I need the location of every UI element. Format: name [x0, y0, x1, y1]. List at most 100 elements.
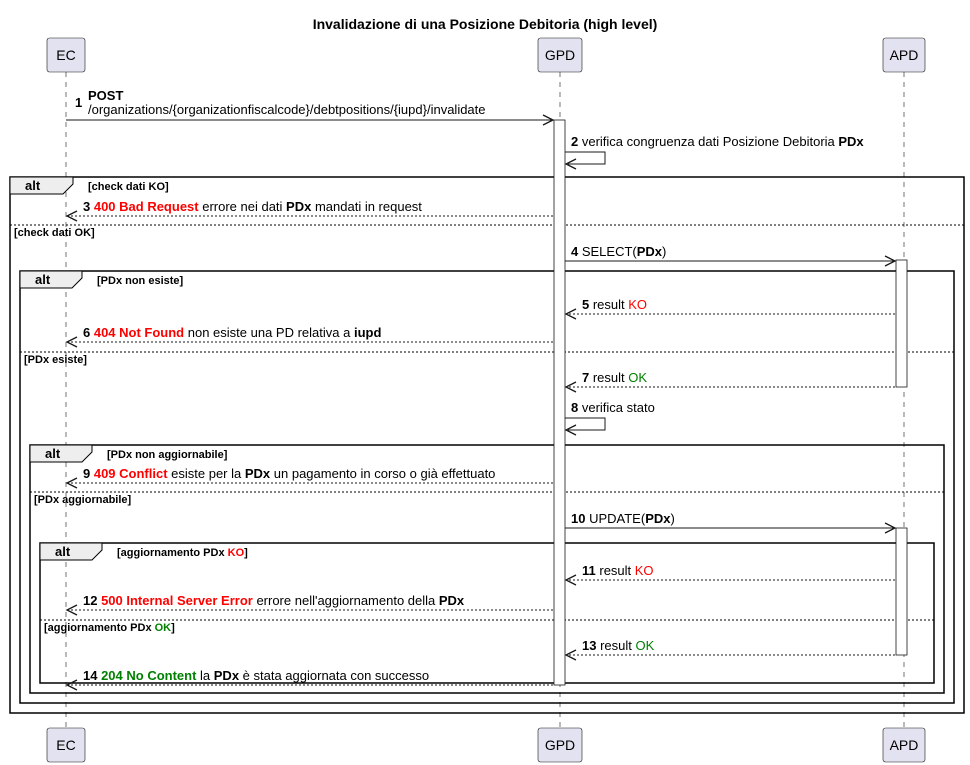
message-label-part: )	[670, 511, 674, 526]
message-label: 3 400 Bad Request errore nei dati PDx ma…	[83, 199, 422, 214]
arrowhead	[564, 308, 577, 320]
frame-condition-part: ]	[171, 622, 175, 634]
message-label-part: 2	[571, 134, 582, 149]
participant-gpd-top[interactable]: GPD	[537, 37, 583, 73]
arrowhead	[564, 381, 577, 393]
message-label: 8 verifica stato	[571, 400, 655, 415]
message-label-part: un pagamento in corso o già effettuato	[270, 466, 495, 481]
frame-kind-label: alt	[45, 446, 61, 461]
frame-condition-part: [check dati OK]	[14, 227, 95, 239]
message-label-part: PDx	[245, 466, 271, 481]
message-label-part: errore nell'aggiornamento della	[253, 593, 439, 608]
message-label-part: 13	[582, 638, 600, 653]
participant-box	[537, 37, 583, 73]
frame-condition-part: ]	[244, 547, 248, 559]
frame-tab	[39, 542, 103, 561]
frame-border	[19, 270, 955, 704]
message-label: 7 result OK	[582, 370, 647, 385]
arrowhead	[564, 424, 577, 436]
message-12[interactable]: 12 500 Internal Server Error errore nell…	[65, 593, 553, 616]
arrowhead	[65, 210, 78, 222]
frame-kind-label: alt	[25, 178, 41, 193]
frame-condition: [check dati KO]	[88, 181, 169, 193]
message-label: 6 404 Not Found non esiste una PD relati…	[83, 325, 381, 340]
message-label-part: 7	[582, 370, 593, 385]
participant-ec-top[interactable]: EC	[46, 37, 86, 73]
message-label: 14 204 No Content la PDx è stata aggiorn…	[83, 668, 429, 683]
frame-border	[9, 176, 965, 714]
message-14[interactable]: 14 204 No Content la PDx è stata aggiorn…	[65, 668, 553, 691]
message-label-part: 8	[571, 400, 582, 415]
participant-label: GPD	[545, 737, 575, 753]
frame-condition-part: [PDx non aggiornabile]	[107, 449, 228, 461]
frame-condition: [aggiornamento PDx OK]	[44, 622, 175, 634]
frame-condition: [PDx non aggiornabile]	[107, 449, 228, 461]
diagram-title: Invalidazione di una Posizione Debitoria…	[313, 16, 658, 32]
message-label-part: 4	[571, 244, 582, 259]
message-label-part: 12	[83, 593, 101, 608]
message-label-part: result	[593, 297, 628, 312]
message-6[interactable]: 6 404 Not Found non esiste una PD relati…	[65, 325, 553, 348]
message-label-part: mandati in request	[311, 199, 422, 214]
participant-ec-bottom[interactable]: EC	[46, 727, 86, 763]
message-label-part: OK	[635, 638, 654, 653]
message-label-part: PDx	[439, 593, 465, 608]
message-2[interactable]: 2 verifica congruenza dati Posizione Deb…	[564, 134, 864, 170]
message-label: POST	[88, 88, 123, 103]
message-label: 5 result KO	[582, 297, 647, 312]
alt-frame: alt [PDx non aggiornabile] [PDx aggiornabi…	[29, 444, 945, 694]
arrowhead	[564, 158, 577, 170]
frame-condition: [PDx esiste]	[24, 354, 87, 366]
message-11[interactable]: 11 result KO	[564, 563, 895, 586]
frame-condition: [aggiornamento PDx KO]	[117, 547, 248, 559]
message-8[interactable]: 8 verifica stato	[564, 400, 655, 436]
message-13[interactable]: 13 result OK	[564, 638, 895, 661]
frame-condition: [PDx aggiornabile]	[34, 494, 132, 506]
message-label-part: result	[593, 370, 628, 385]
message-label: /organizations/{organizationfiscalcode}/…	[88, 102, 486, 117]
participant-apd-bottom[interactable]: APD	[882, 727, 926, 763]
message-label-part: KO	[635, 563, 654, 578]
message-4[interactable]: 4 SELECT(PDx)	[565, 244, 897, 267]
participant-label: APD	[890, 737, 919, 753]
arrowhead	[884, 522, 897, 534]
frame-condition-part: OK	[155, 622, 172, 634]
frame-condition-part: [PDx esiste]	[24, 354, 87, 366]
message-arrow	[565, 151, 606, 165]
message-1[interactable]: 1 POST/organizations/{organizationfiscalc…	[66, 88, 555, 126]
participant-label: EC	[56, 47, 75, 63]
frame-condition-part: KO	[228, 547, 245, 559]
message-10[interactable]: 10 UPDATE(PDx)	[565, 511, 897, 534]
message-3[interactable]: 3 400 Bad Request errore nei dati PDx ma…	[65, 199, 553, 222]
arrowhead	[884, 255, 897, 267]
message-label-part: la	[196, 668, 213, 683]
message-label-part: verifica stato	[582, 400, 655, 415]
frame-condition: [check dati OK]	[14, 227, 95, 239]
message-label-part: 3	[83, 199, 94, 214]
message-label: 2 verifica congruenza dati Posizione Deb…	[571, 134, 864, 149]
activation-bar	[895, 527, 908, 656]
participant-label: EC	[56, 737, 75, 753]
message-label-part: 6	[83, 325, 94, 340]
message-label-part: SELECT(	[582, 244, 638, 259]
message-label-part: iupd	[354, 325, 381, 340]
message-label-part: 10	[571, 511, 589, 526]
participant-apd-top[interactable]: APD	[882, 37, 926, 73]
message-label-part: 500 Internal Server Error	[101, 593, 253, 608]
frame-tab	[9, 176, 74, 195]
message-5[interactable]: 5 result KO	[564, 297, 895, 320]
message-label: 12 500 Internal Server Error errore nell…	[83, 593, 465, 608]
activation-bar	[553, 119, 566, 686]
message-7[interactable]: 7 result OK	[564, 370, 895, 393]
participant-gpd-bottom[interactable]: GPD	[537, 727, 583, 763]
message-label: 13 result OK	[582, 638, 655, 653]
message-label-part: 400 Bad Request	[94, 199, 199, 214]
frame-tab	[19, 270, 83, 289]
message-9[interactable]: 9 409 Conflict esiste per la PDx un paga…	[65, 466, 553, 489]
frame-tab	[29, 444, 93, 463]
message-label-part: OK	[628, 370, 647, 385]
arrowhead	[564, 574, 577, 586]
alt-frame: alt [check dati KO] [check dati OK]	[9, 176, 965, 714]
frame-condition: [PDx non esiste]	[97, 275, 184, 287]
